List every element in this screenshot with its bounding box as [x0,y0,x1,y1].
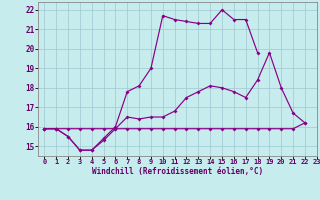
X-axis label: Windchill (Refroidissement éolien,°C): Windchill (Refroidissement éolien,°C) [92,167,263,176]
